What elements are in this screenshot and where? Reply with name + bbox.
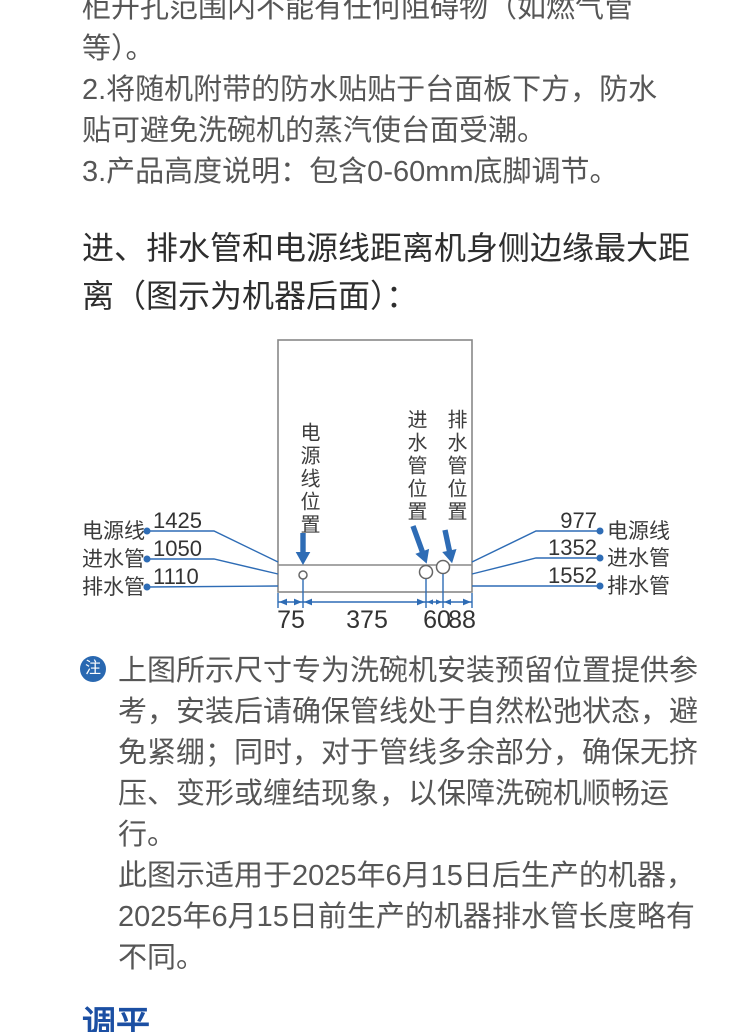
right-drain-value: 1552: [548, 563, 597, 588]
left-leader-lines: [146, 530, 279, 588]
dim-88: 88: [448, 606, 476, 634]
section-heading-line: 进、排水管和电源线距离机身侧边缘最大距: [82, 230, 691, 266]
left-drain-value: 1110: [153, 564, 199, 589]
power-cord-hole: [298, 570, 308, 580]
leader-dots: [143, 527, 604, 591]
note-line: 不同。: [118, 942, 206, 974]
note-line: 行。: [118, 819, 177, 851]
drain-pipe-position-label: 排水管位置: [444, 409, 466, 524]
intro-line: 贴可避免洗碗机的蒸汽使台面受潮。: [82, 115, 547, 147]
section-heading: 进、排水管和电源线距离机身侧边缘最大距 离（图示为机器后面）：: [82, 224, 722, 320]
left-power-label: 电源线: [82, 520, 145, 543]
drain-pipe-hole: [435, 559, 451, 575]
right-power-value: 977: [560, 508, 597, 533]
left-inlet-label: 进水管: [82, 548, 145, 571]
intro-line: 2.将随机附带的防水贴贴于台面板下方，防水: [82, 74, 658, 106]
intro-paragraph: 柜开孔范围内不能有任何阻碍物（如燃气管 等）。 2.将随机附带的防水贴贴于台面板…: [82, 0, 712, 193]
right-inlet-value: 1352: [548, 535, 597, 560]
left-power-value: 1425: [153, 508, 202, 533]
inlet-pipe-position-label: 进水管位置: [404, 409, 426, 524]
leveling-section-heading: 调平: [82, 1005, 150, 1032]
inlet-pipe-hole: [418, 564, 434, 580]
right-drain-label: 排水管: [607, 575, 670, 598]
intro-line: 3.产品高度说明：包含0-60mm底脚调节。: [82, 156, 619, 188]
dim-75: 75: [277, 606, 305, 634]
dimension-arrowheads: [279, 598, 471, 606]
right-leader-lines: [471, 530, 600, 587]
drain-pipe-arrow-icon: [442, 529, 457, 564]
left-drain-label: 排水管: [82, 576, 145, 599]
installation-diagram-lines: [143, 339, 604, 608]
dim-375: 375: [346, 606, 388, 634]
left-inlet-value: 1050: [153, 536, 202, 561]
note-badge-icon: 注: [80, 656, 106, 682]
right-inlet-label: 进水管: [607, 547, 670, 570]
note-line: 压、变形或缠结现象，以保障洗碗机顺畅运: [118, 778, 670, 810]
inlet-pipe-arrow-icon: [410, 525, 430, 564]
power-cord-position-label: 电源线位置: [297, 422, 319, 537]
note-line: 此图示适用于2025年6月15日后生产的机器，: [118, 860, 695, 892]
machine-outline: [277, 339, 473, 593]
note-line: 上图所示尺寸专为洗碗机安装预留位置提供参: [118, 655, 699, 687]
note-line: 免紧绷；同时，对于管线多余部分，确保无挤: [118, 737, 699, 769]
section-heading-line: 离（图示为机器后面）：: [82, 278, 419, 314]
intro-line: 等）。: [82, 33, 155, 65]
dim-60: 60: [423, 606, 451, 634]
note-paragraph: 上图所示尺寸专为洗碗机安装预留位置提供参 考，安装后请确保管线处于自然松弛状态，…: [118, 651, 718, 979]
note-line: 考，安装后请确保管线处于自然松弛状态，避: [118, 696, 699, 728]
installation-diagram: 电源线位置 进水管位置 排水管位置 电源线 1425 进水管 1050 排水管 …: [0, 330, 750, 645]
right-power-label: 电源线: [607, 520, 670, 543]
intro-line: 柜开孔范围内不能有任何阻碍物（如燃气管: [82, 0, 634, 24]
note-line: 2025年6月15日前生产的机器排水管长度略有: [118, 901, 695, 933]
power-cord-arrow-icon: [295, 533, 311, 565]
